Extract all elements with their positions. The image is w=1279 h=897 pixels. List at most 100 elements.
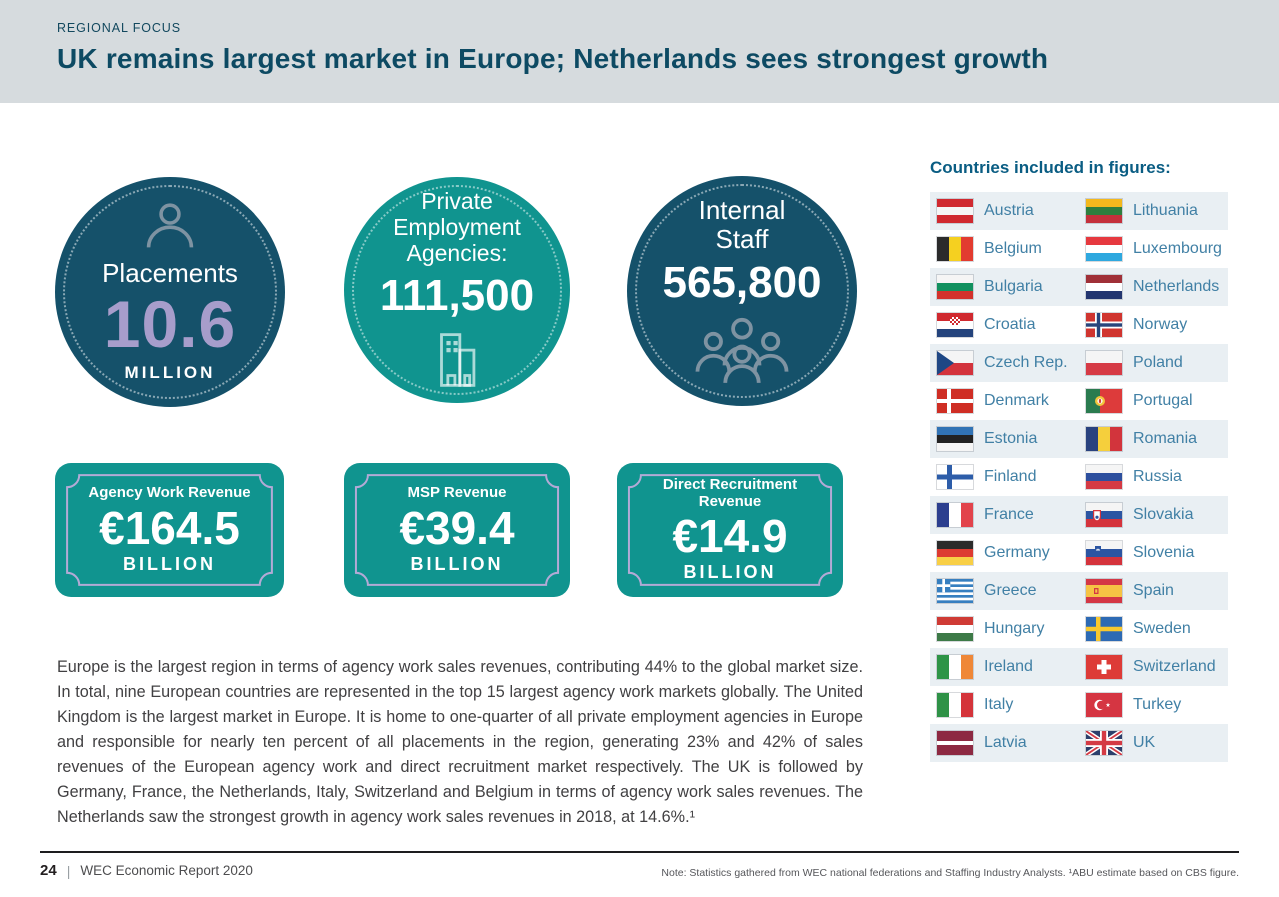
country-cell: Portugal: [1079, 389, 1228, 413]
country-label: Bulgaria: [984, 278, 1043, 295]
footer-left: 24 | WEC Economic Report 2020: [40, 862, 253, 879]
country-label: Turkey: [1133, 696, 1182, 713]
flag-icon-italy: [937, 693, 973, 717]
page-title: UK remains largest market in Europe; Net…: [57, 43, 1049, 74]
country-cell: Bulgaria: [930, 275, 1079, 299]
country-row: Latvia UK: [930, 724, 1228, 762]
badge-title: Direct Recruitment Revenue: [662, 476, 798, 510]
country-label: Luxembourg: [1133, 240, 1222, 257]
flag-icon-belgium: [937, 237, 973, 261]
flag-icon-romania: [1086, 427, 1122, 451]
country-label: Portugal: [1133, 392, 1193, 409]
flag-icon-ireland: [937, 655, 973, 679]
country-label: Hungary: [984, 620, 1045, 637]
country-cell: Estonia: [930, 427, 1079, 451]
country-cell: Greece: [930, 579, 1079, 603]
country-label: Poland: [1133, 354, 1183, 371]
country-row: Greece Spain: [930, 572, 1228, 610]
badge-unit: BILLION: [410, 553, 504, 574]
revenue-badge-msp: MSP Revenue €39.4 BILLION: [344, 463, 570, 597]
footer-divider: [40, 851, 1239, 853]
country-cell: Germany: [930, 541, 1079, 565]
country-cell: Slovakia: [1079, 503, 1228, 527]
country-label: Netherlands: [1133, 278, 1220, 295]
country-label: Croatia: [984, 316, 1036, 333]
badge-value: €14.9: [672, 510, 788, 562]
page-header: REGIONAL FOCUS UK remains largest market…: [0, 0, 1279, 103]
country-row: Finland Russia: [930, 458, 1228, 496]
flag-icon-czech: [937, 351, 973, 375]
country-cell: Netherlands: [1079, 275, 1228, 299]
footer-separator: |: [66, 862, 71, 879]
flag-icon-bulgaria: [937, 275, 973, 299]
country-cell: Austria: [930, 199, 1079, 223]
flag-icon-netherlands: [1086, 275, 1122, 299]
country-label: UK: [1133, 734, 1156, 751]
country-label: Finland: [984, 468, 1037, 485]
countries-panel: Countries included in figures: Austria Li…: [930, 158, 1228, 762]
country-row: Estonia Romania: [930, 420, 1228, 458]
country-label: Italy: [984, 696, 1014, 713]
country-cell: Norway: [1079, 313, 1228, 337]
flag-icon-greece: [937, 579, 973, 603]
country-label: Austria: [984, 202, 1034, 219]
country-cell: Romania: [1079, 427, 1228, 451]
country-row: Italy Turkey: [930, 686, 1228, 724]
country-cell: Croatia: [930, 313, 1079, 337]
revenue-badge-direct-recruitment: Direct Recruitment Revenue €14.9 BILLION: [617, 463, 843, 597]
country-cell: Ireland: [930, 655, 1079, 679]
page-number: 24: [40, 862, 57, 879]
people-icon: [690, 316, 794, 386]
stat-value: 565,800: [662, 258, 822, 308]
country-cell: Italy: [930, 693, 1079, 717]
flag-icon-latvia: [937, 731, 973, 755]
flag-icon-portugal: [1086, 389, 1122, 413]
country-label: France: [984, 506, 1034, 523]
country-cell: Russia: [1079, 465, 1228, 489]
flag-icon-finland: [937, 465, 973, 489]
flag-icon-france: [937, 503, 973, 527]
flag-icon-denmark: [937, 389, 973, 413]
country-row: Czech Rep. Poland: [930, 344, 1228, 382]
country-cell: Czech Rep.: [930, 351, 1079, 375]
stat-value: 10.6: [103, 286, 237, 361]
country-label: Czech Rep.: [984, 354, 1068, 371]
country-row: Hungary Sweden: [930, 610, 1228, 648]
country-label: Sweden: [1133, 620, 1191, 637]
country-row: Croatia Norway: [930, 306, 1228, 344]
country-cell: Switzerland: [1079, 655, 1228, 679]
revenue-badge-agency-work: Agency Work Revenue €164.5 BILLION: [55, 463, 284, 597]
report-title: WEC Economic Report 2020: [80, 863, 253, 878]
flag-icon-germany: [937, 541, 973, 565]
building-icon: [426, 329, 488, 391]
country-cell: Finland: [930, 465, 1079, 489]
badge-unit: BILLION: [123, 553, 216, 574]
country-cell: Hungary: [930, 617, 1079, 641]
stat-circle-placements: Placements 10.6 MILLION: [55, 177, 285, 407]
country-cell: Belgium: [930, 237, 1079, 261]
country-label: Lithuania: [1133, 202, 1198, 219]
countries-table: Austria Lithuania Belgium Luxembourg Bulgari…: [930, 192, 1228, 762]
country-label: Ireland: [984, 658, 1033, 675]
flag-icon-hungary: [937, 617, 973, 641]
body-paragraph: Europe is the largest region in terms of…: [57, 658, 863, 826]
country-row: Ireland Switzerland: [930, 648, 1228, 686]
country-label: Norway: [1133, 316, 1188, 333]
country-label: Spain: [1133, 582, 1174, 599]
flag-icon-slovakia: [1086, 503, 1122, 527]
flag-icon-slovenia: [1086, 541, 1122, 565]
flag-icon-sweden: [1086, 617, 1122, 641]
badge-value: €164.5: [99, 501, 240, 554]
flag-icon-lithuania: [1086, 199, 1122, 223]
country-row: Belgium Luxembourg: [930, 230, 1228, 268]
badge-value: €39.4: [399, 501, 515, 554]
country-cell: Latvia: [930, 731, 1079, 755]
country-label: Denmark: [984, 392, 1049, 409]
section-eyebrow: REGIONAL FOCUS: [57, 21, 181, 35]
stat-value: 111,500: [379, 270, 535, 320]
country-label: Slovenia: [1133, 544, 1195, 561]
person-icon: [141, 201, 199, 251]
badge-unit: BILLION: [683, 562, 777, 582]
country-cell: Luxembourg: [1079, 237, 1228, 261]
